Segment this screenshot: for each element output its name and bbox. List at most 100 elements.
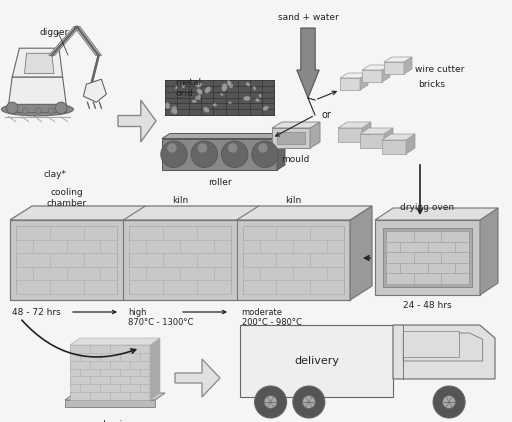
Text: moderate
200°C - 980°C: moderate 200°C - 980°C [242, 308, 302, 327]
Polygon shape [406, 134, 415, 154]
Polygon shape [83, 79, 106, 102]
Polygon shape [360, 134, 384, 148]
Polygon shape [9, 77, 66, 104]
Ellipse shape [259, 94, 262, 97]
Polygon shape [49, 27, 80, 55]
Ellipse shape [255, 98, 260, 102]
Polygon shape [240, 325, 393, 397]
Circle shape [433, 386, 465, 418]
Circle shape [167, 143, 177, 153]
Polygon shape [74, 27, 101, 55]
Polygon shape [384, 62, 404, 74]
Polygon shape [404, 57, 412, 74]
Text: cooling
chamber: cooling chamber [47, 188, 87, 208]
Polygon shape [382, 65, 390, 82]
Ellipse shape [197, 89, 202, 95]
Polygon shape [338, 128, 362, 142]
Polygon shape [383, 228, 472, 287]
Polygon shape [386, 231, 469, 284]
Ellipse shape [213, 103, 217, 106]
Polygon shape [393, 325, 495, 379]
Text: metal
grid: metal grid [175, 78, 201, 98]
Polygon shape [272, 122, 320, 128]
Polygon shape [10, 206, 372, 220]
Ellipse shape [171, 106, 177, 114]
Circle shape [303, 395, 315, 408]
Ellipse shape [205, 87, 211, 93]
Text: or: or [321, 110, 331, 120]
Polygon shape [65, 400, 155, 407]
Polygon shape [375, 208, 498, 220]
Circle shape [254, 386, 287, 418]
Polygon shape [16, 226, 117, 294]
Ellipse shape [263, 106, 268, 111]
Polygon shape [150, 338, 160, 400]
Polygon shape [70, 345, 150, 400]
Polygon shape [9, 104, 66, 112]
Text: delivery: delivery [294, 356, 339, 366]
Ellipse shape [173, 108, 177, 114]
Polygon shape [65, 393, 165, 400]
Polygon shape [362, 70, 382, 82]
Circle shape [228, 143, 238, 153]
Circle shape [23, 108, 28, 114]
Ellipse shape [221, 93, 223, 96]
Polygon shape [403, 333, 483, 361]
Text: packaging: packaging [87, 420, 133, 422]
Polygon shape [162, 138, 277, 170]
Ellipse shape [165, 103, 170, 109]
Polygon shape [384, 57, 412, 62]
Ellipse shape [192, 100, 197, 103]
Polygon shape [12, 48, 62, 77]
Ellipse shape [178, 95, 181, 98]
Polygon shape [375, 220, 480, 295]
Polygon shape [340, 78, 360, 90]
Ellipse shape [229, 84, 233, 88]
Polygon shape [403, 331, 459, 357]
Text: high
870°C - 1300°C: high 870°C - 1300°C [129, 308, 194, 327]
Polygon shape [277, 133, 285, 170]
Circle shape [293, 386, 325, 418]
Polygon shape [360, 128, 393, 134]
Polygon shape [382, 134, 415, 140]
Polygon shape [10, 220, 350, 300]
Text: mould: mould [281, 155, 309, 164]
Ellipse shape [227, 81, 231, 86]
Polygon shape [360, 73, 368, 90]
Text: roller: roller [208, 178, 232, 187]
Polygon shape [25, 53, 54, 73]
Polygon shape [277, 132, 305, 144]
Polygon shape [130, 226, 231, 294]
Polygon shape [382, 140, 406, 154]
Polygon shape [480, 208, 498, 295]
Circle shape [252, 141, 278, 168]
Polygon shape [338, 122, 371, 128]
Text: drying oven: drying oven [400, 203, 455, 212]
Circle shape [198, 143, 207, 153]
Ellipse shape [175, 86, 178, 89]
Ellipse shape [195, 96, 198, 100]
Ellipse shape [196, 82, 202, 87]
Text: digger: digger [40, 28, 69, 37]
Ellipse shape [244, 96, 250, 101]
Polygon shape [384, 128, 393, 148]
Polygon shape [243, 226, 344, 294]
Ellipse shape [222, 84, 227, 91]
Text: kiln: kiln [172, 196, 188, 205]
Polygon shape [162, 133, 285, 138]
Polygon shape [340, 73, 368, 78]
Circle shape [161, 141, 187, 168]
Ellipse shape [197, 95, 201, 100]
Ellipse shape [182, 85, 185, 88]
Polygon shape [362, 65, 390, 70]
Circle shape [35, 108, 41, 114]
Polygon shape [350, 206, 372, 300]
Polygon shape [118, 100, 156, 142]
Ellipse shape [203, 107, 209, 113]
Polygon shape [272, 128, 310, 148]
Polygon shape [175, 359, 220, 397]
Polygon shape [165, 80, 274, 115]
Text: wire cutter: wire cutter [415, 65, 464, 74]
Text: sand + water: sand + water [278, 13, 338, 22]
Text: clay*: clay* [44, 170, 67, 179]
